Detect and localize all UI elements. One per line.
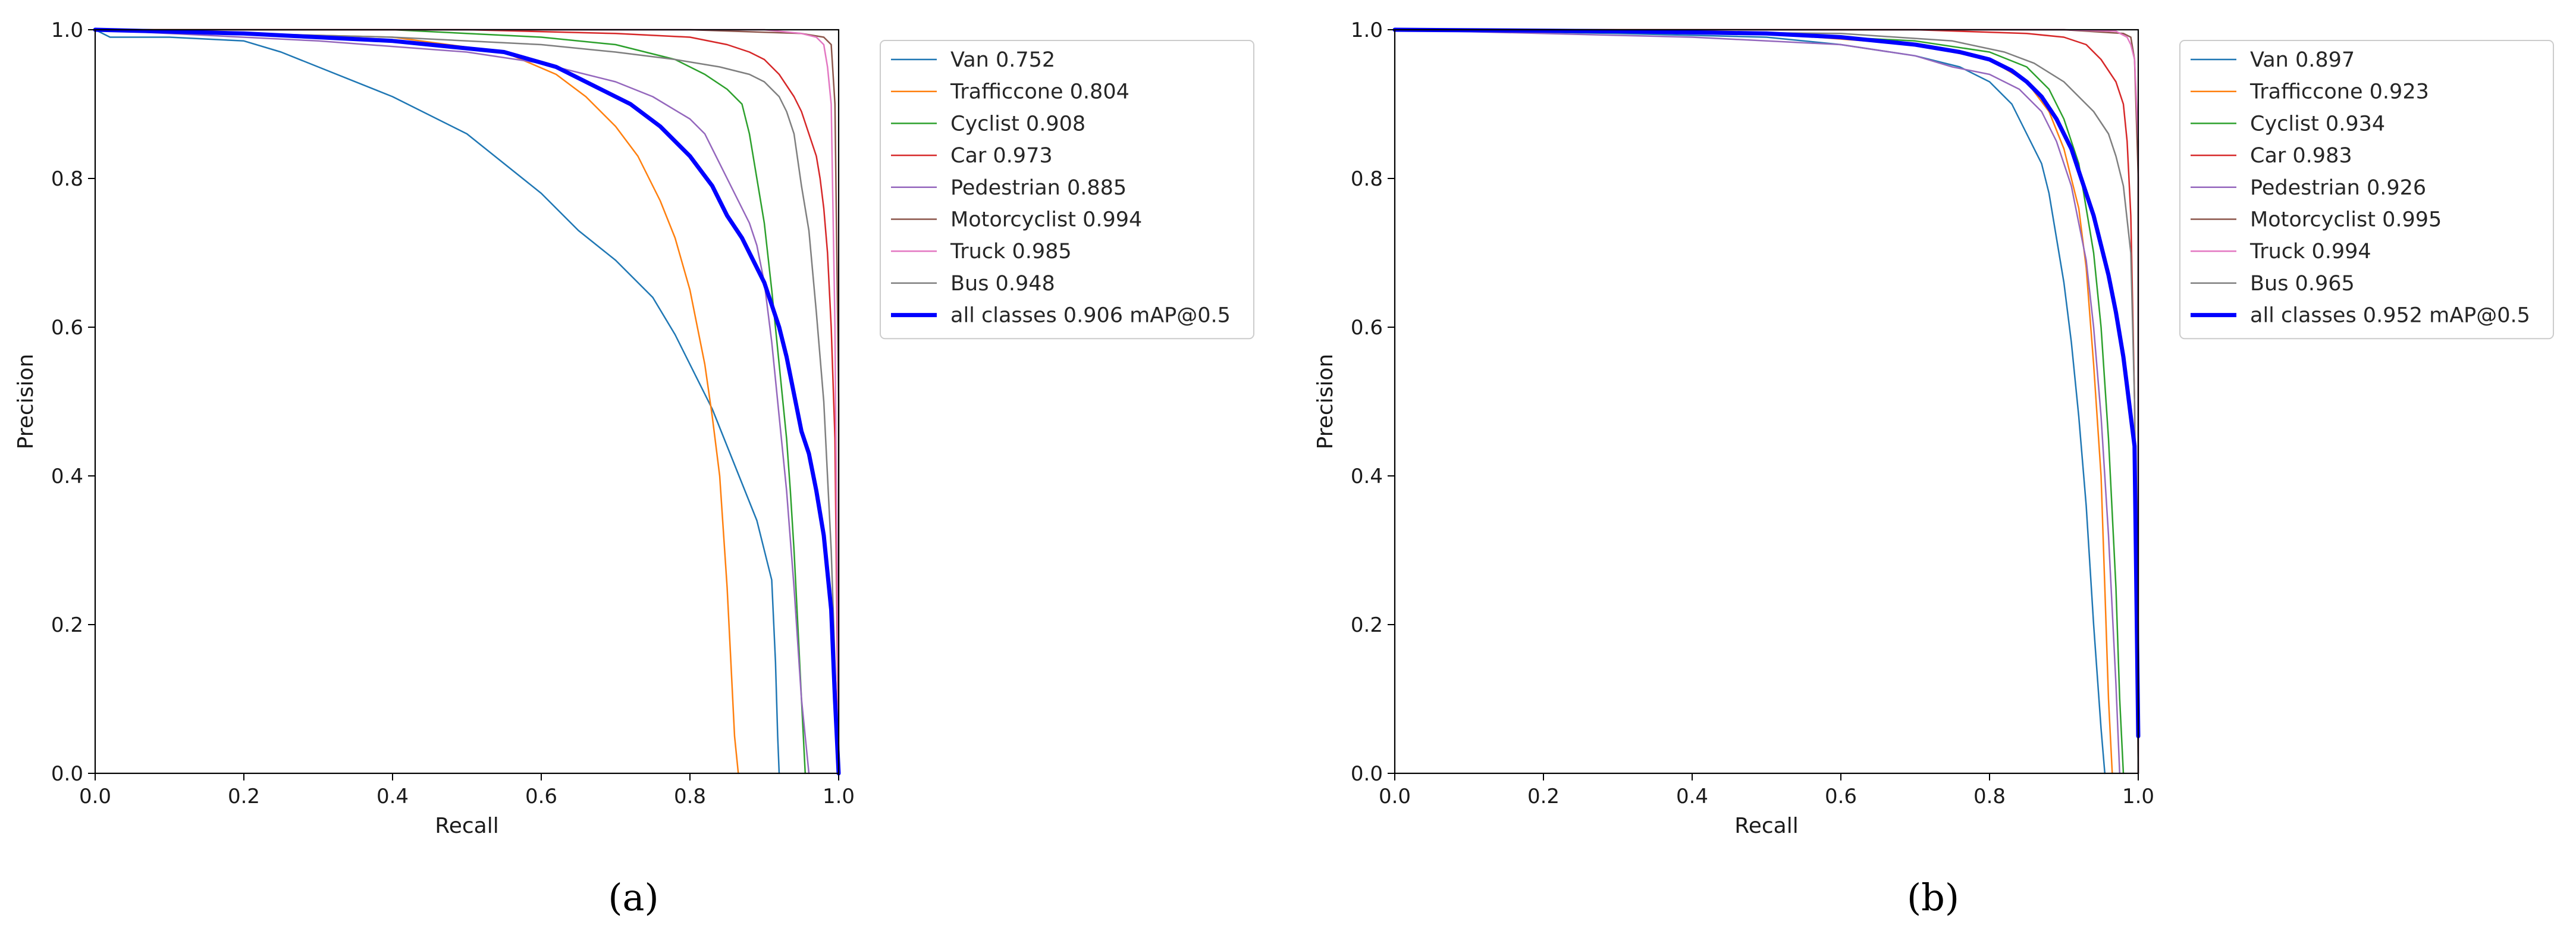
x-axis-label: Recall xyxy=(435,814,498,838)
legend-entry: all classes 0.906 mAP@0.5 xyxy=(950,304,1231,328)
x-tick-label: 0.8 xyxy=(674,785,706,808)
y-tick-label: 0.2 xyxy=(51,613,83,637)
y-tick-label: 0.2 xyxy=(1351,613,1383,637)
x-tick-label: 0.8 xyxy=(1973,785,2006,808)
legend-entry: Car 0.983 xyxy=(2250,144,2352,168)
legend-entry: all classes 0.952 mAP@0.5 xyxy=(2250,304,2530,328)
x-tick-label: 0.6 xyxy=(1825,785,1857,808)
legend-entry: Trafficcone 0.923 xyxy=(2249,80,2429,104)
series-line-1 xyxy=(94,29,739,775)
series-line-8 xyxy=(93,27,841,776)
x-tick-label: 0.4 xyxy=(1676,785,1708,808)
y-axis-label: Precision xyxy=(14,354,38,450)
legend-entry: Truck 0.985 xyxy=(950,240,1072,264)
y-tick-label: 1.0 xyxy=(1351,18,1383,42)
axes-frame xyxy=(1394,29,2139,775)
series-line-4 xyxy=(94,29,810,775)
y-tick-label: 0.4 xyxy=(1351,465,1383,488)
legend-box xyxy=(880,40,1254,340)
legend-entry: Car 0.973 xyxy=(950,144,1053,168)
y-tick-label: 0.0 xyxy=(51,762,83,786)
legend-entry: Motorcyclist 0.995 xyxy=(2250,208,2442,232)
legend-entry: Bus 0.965 xyxy=(2250,272,2355,296)
series-lines xyxy=(1392,27,2141,775)
y-tick-label: 0.0 xyxy=(1351,762,1383,786)
legend-box xyxy=(2179,40,2554,340)
series-line-3 xyxy=(1394,29,2139,775)
legend-entry: Pedestrian 0.885 xyxy=(950,176,1127,200)
series-line-3 xyxy=(94,29,840,775)
axes-frame xyxy=(94,29,840,775)
y-axis-label: Precision xyxy=(1313,354,1338,450)
legend-entry: Bus 0.948 xyxy=(950,272,1055,296)
legend-entry: Truck 0.994 xyxy=(2249,240,2371,264)
x-tick-label: 0.0 xyxy=(1379,785,1411,808)
series-line-4 xyxy=(1394,29,2121,775)
legend-entry: Cyclist 0.934 xyxy=(2250,112,2385,136)
series-line-0 xyxy=(1394,29,2106,775)
series-line-2 xyxy=(94,29,807,775)
legend-entry: Pedestrian 0.926 xyxy=(2250,176,2426,200)
chart-panel-a: 0.0 0.2 0.4 0.6 0.8 1.0 0.0 0.2 0.4 0.6 0.8 1.0 Reca… xyxy=(14,18,1254,919)
chart-panel-b: 0.0 0.2 0.4 0.6 0.8 1.0 0.0 0.2 0.4 0.6 0.8 1.0 Reca… xyxy=(1313,18,2554,919)
y-tick-label: 0.8 xyxy=(1351,167,1383,191)
x-tick-label: 1.0 xyxy=(823,785,855,808)
legend-entry: Van 0.897 xyxy=(2250,48,2355,72)
series-line-5 xyxy=(1394,29,2139,775)
x-tick-label: 0.4 xyxy=(376,785,409,808)
x-axis-label: Recall xyxy=(1734,814,1798,838)
series-line-0 xyxy=(94,29,780,775)
y-tick-label: 0.6 xyxy=(51,316,83,340)
series-line-7 xyxy=(94,29,840,775)
panel-label: (a) xyxy=(608,876,658,919)
x-tick-label: 0.2 xyxy=(228,785,260,808)
y-tick-label: 0.6 xyxy=(1351,316,1383,340)
x-tick-label: 0.0 xyxy=(79,785,111,808)
series-line-8 xyxy=(1392,27,2141,738)
legend: Van 0.897 Trafficcone 0.923 Cyclist 0.934 C… xyxy=(2179,40,2554,340)
legend-entry: Motorcyclist 0.994 xyxy=(950,208,1142,232)
x-tick-label: 0.2 xyxy=(1527,785,1560,808)
series-lines xyxy=(93,27,841,776)
panel-label: (b) xyxy=(1907,876,1959,919)
x-tick-label: 1.0 xyxy=(2122,785,2154,808)
series-line-6 xyxy=(94,29,840,775)
series-line-1 xyxy=(1394,29,2113,775)
series-line-2 xyxy=(1394,29,2125,775)
x-tick-label: 0.6 xyxy=(525,785,557,808)
series-line-7 xyxy=(1394,29,2139,775)
y-tick-label: 0.8 xyxy=(51,167,83,191)
series-line-6 xyxy=(1394,29,2139,775)
series-line-5 xyxy=(94,29,840,775)
legend-entry: Trafficcone 0.804 xyxy=(950,80,1129,104)
legend-entry: Van 0.752 xyxy=(950,48,1055,72)
legend-entry: Cyclist 0.908 xyxy=(950,112,1085,136)
y-tick-label: 1.0 xyxy=(51,18,83,42)
y-tick-label: 0.4 xyxy=(51,465,83,488)
legend: Van 0.752 Trafficcone 0.804 Cyclist 0.908 C… xyxy=(880,40,1254,340)
